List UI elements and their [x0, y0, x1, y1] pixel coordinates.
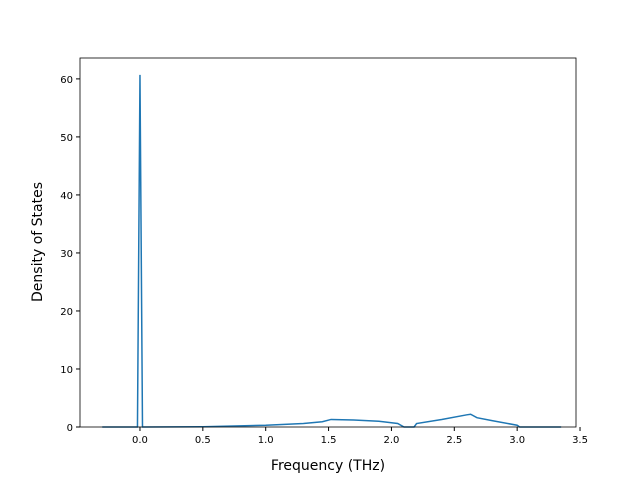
x-tick-label: 3.5	[572, 435, 588, 446]
y-tick-label: 40	[60, 191, 73, 202]
x-tick-label: 3.0	[509, 435, 525, 446]
x-tick-label: 0.5	[195, 435, 211, 446]
x-tick-label: 2.5	[446, 435, 462, 446]
x-tick-label: 1.0	[258, 435, 274, 446]
y-tick-label: 30	[60, 249, 73, 260]
y-tick-label: 0	[67, 423, 73, 434]
y-tick-label: 20	[60, 307, 73, 318]
x-tick-label: 1.5	[321, 435, 337, 446]
x-tick-label: 2.0	[383, 435, 399, 446]
plot-frame	[79, 57, 577, 428]
x-tick-label: 0.0	[132, 435, 148, 446]
x-axis-title: Frequency (THz)	[271, 458, 385, 474]
y-tick-label: 50	[60, 133, 73, 144]
y-tick-label: 10	[60, 365, 73, 376]
line	[102, 74, 562, 428]
y-tick-label: 60	[60, 75, 73, 86]
y-axis-title: Density of States	[30, 182, 46, 302]
